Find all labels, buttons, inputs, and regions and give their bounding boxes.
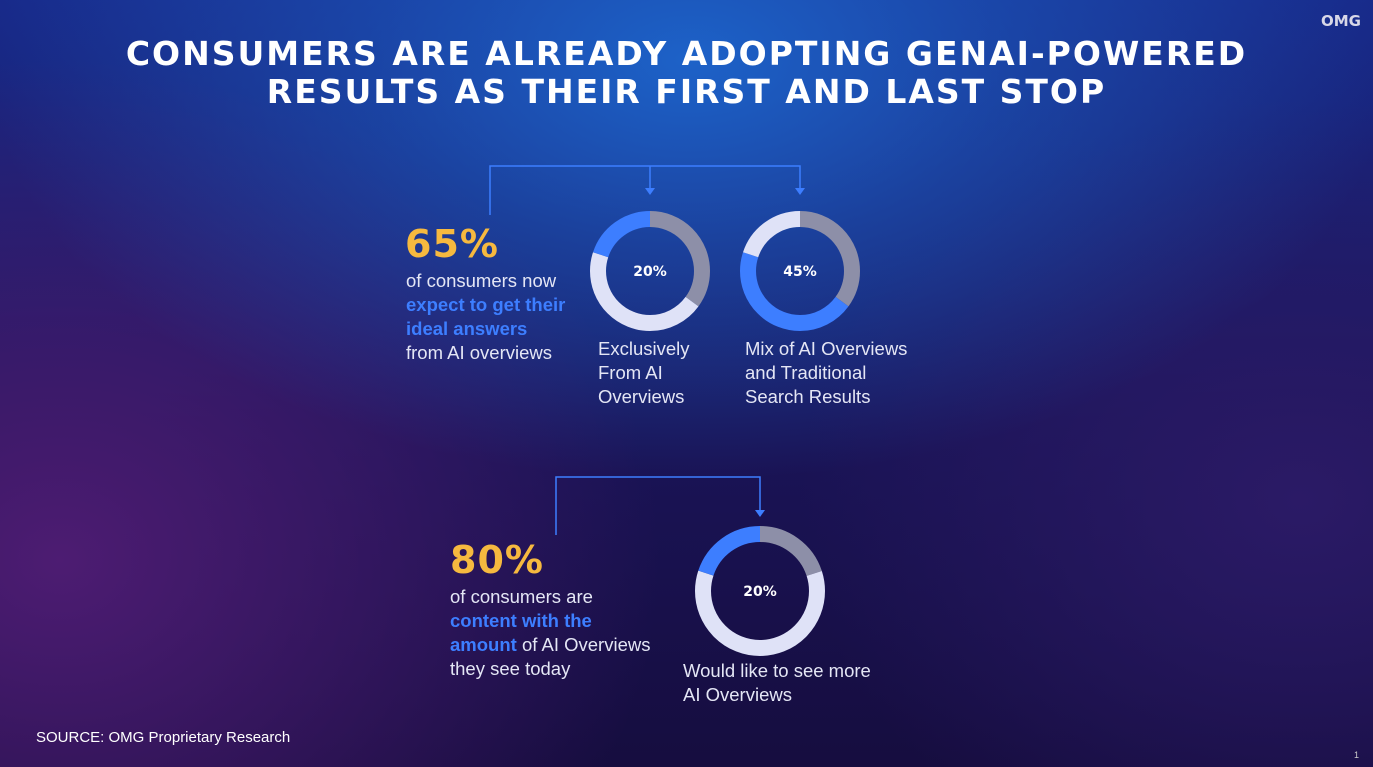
body-line: they see today: [450, 658, 570, 680]
donut-caption: From AI: [598, 362, 663, 383]
connector: [555, 476, 761, 535]
logo: OMG: [1321, 12, 1361, 30]
connector: [489, 165, 801, 215]
donut-segment: [740, 211, 860, 331]
body-text: of AI Overviews: [516, 634, 651, 655]
title-line: CONSUMERS ARE ALREADY ADOPTING GENAI-POW…: [125, 34, 1248, 73]
donut-caption: Exclusively: [598, 338, 690, 359]
body-line: of consumers now: [406, 270, 556, 292]
connectors: [489, 165, 801, 535]
donut-caption: Mix of AI Overviews: [745, 338, 908, 359]
body-text: from AI overviews: [406, 342, 552, 363]
donut-label: 20%: [633, 264, 667, 280]
highlight-text: expect to get their: [406, 294, 566, 315]
title-line: RESULTS AS THEIR FIRST AND LAST STOP: [266, 72, 1107, 111]
body-text: they see today: [450, 658, 571, 679]
donut-segment: [590, 211, 710, 331]
donut-segment: [695, 526, 825, 656]
donut-segment: [590, 211, 710, 331]
arrowhead: [795, 188, 805, 195]
arrowheads: [645, 188, 805, 517]
body-line: ideal answers: [406, 318, 527, 340]
arrowhead: [645, 188, 655, 195]
body-text: of consumers are: [450, 586, 593, 607]
donut-caption: AI Overviews: [683, 684, 792, 705]
highlight-text: content with the: [450, 610, 592, 631]
donut-caption: and Traditional: [745, 362, 867, 383]
donut-caption: Search Results: [745, 386, 871, 407]
stat: 80%: [450, 538, 544, 582]
donut-caption: Overviews: [598, 386, 685, 407]
body-line: expect to get their: [406, 294, 565, 316]
arrowhead: [755, 510, 765, 517]
page-number: 1: [1353, 750, 1359, 760]
highlight-text: amount: [450, 634, 517, 655]
donut-segment: [740, 211, 860, 331]
source: SOURCE: OMG Proprietary Research: [36, 729, 291, 746]
donut-label: 20%: [743, 584, 777, 600]
donut-label: 45%: [783, 264, 817, 280]
donut-segment: [695, 526, 825, 656]
stat: 65%: [405, 222, 499, 266]
body-line: from AI overviews: [406, 342, 552, 364]
donut-caption: Would like to see more: [683, 660, 871, 681]
body-text: of consumers now: [406, 270, 557, 291]
highlight-text: ideal answers: [406, 318, 528, 339]
body-line: of consumers are: [450, 586, 593, 608]
body-line: amount of AI Overviews: [450, 634, 650, 656]
body-line: content with the: [450, 610, 592, 632]
